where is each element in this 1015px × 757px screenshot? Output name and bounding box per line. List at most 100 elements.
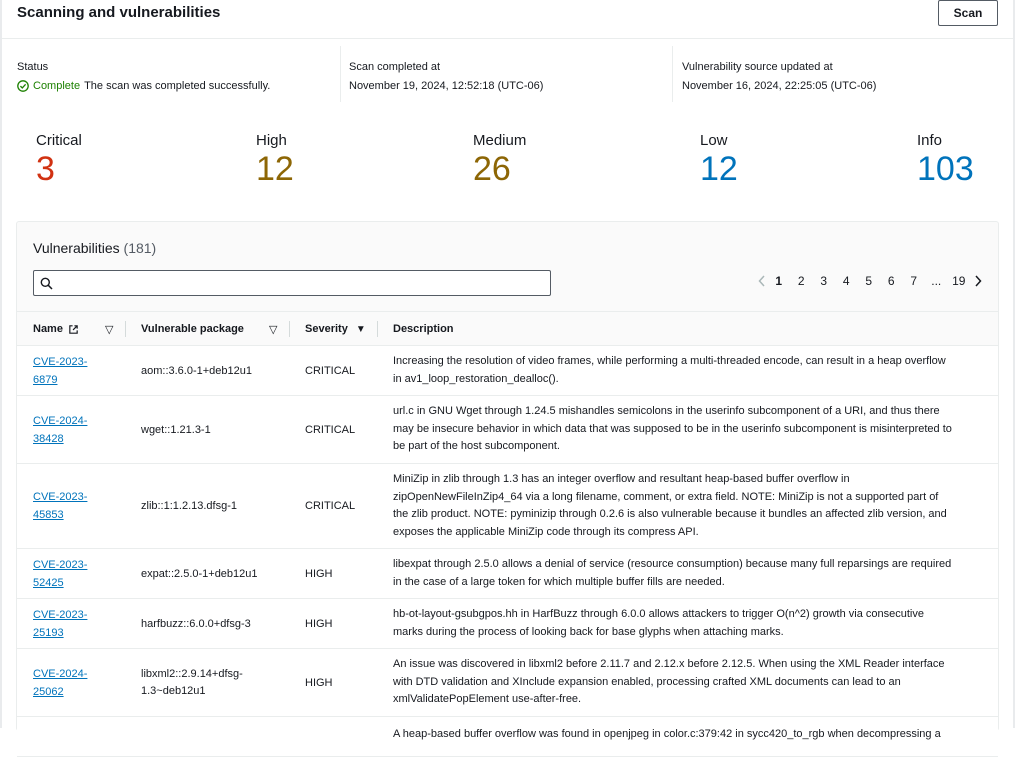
status-state: Complete [17, 80, 80, 92]
chevron-right-icon[interactable] [972, 274, 984, 288]
table-row: CVE-2023- 45853 zlib::1:1.2.13.dfsg-1 CRI… [17, 464, 998, 549]
severity-label: Info [917, 132, 943, 149]
column-description: Description [393, 312, 454, 346]
vulnerabilities-panel: Vulnerabilities (181) 1 2 3 4 5 6 7 ... … [16, 221, 999, 757]
severity-info: Info 103 [917, 132, 974, 187]
source-updated-value: November 16, 2024, 22:25:05 (UTC-06) [682, 80, 877, 92]
column-divider [289, 321, 290, 337]
cve-link[interactable]: CVE-2023- 45853 [33, 491, 88, 521]
table-row: CVE-2024- 25062 libxml2::2.9.14+dfsg- 1.3~… [17, 649, 998, 717]
sort-caret-icon[interactable]: ▽ [105, 323, 114, 336]
source-updated-field: Vulnerability source updated at November… [682, 61, 876, 92]
header-divider [2, 38, 1013, 39]
package-cell: wget::1.21.3-1 [141, 423, 211, 436]
cve-cell: CVE-2023- 45853 [33, 464, 123, 548]
severity-label: Low [700, 132, 728, 149]
search-icon [40, 277, 53, 290]
status-state-text: Complete [33, 80, 81, 92]
frame-border-left [0, 0, 2, 728]
description-cell: An issue was discovered in libxml2 befor… [393, 658, 945, 706]
page-5[interactable]: 5 [865, 274, 873, 288]
table-row: CVE-2024- 38428 wget::1.21.3-1 CRITICAL u… [17, 396, 998, 464]
severity-cell: HIGH [305, 567, 333, 580]
description-cell: libexpat through 2.5.0 allows a denial o… [393, 558, 952, 588]
page-ellipsis: ... [931, 274, 942, 288]
cve-cell: CVE-2023- 6879 [33, 346, 123, 395]
cve-link[interactable]: CVE-2023- 6879 [33, 355, 88, 386]
search-input[interactable] [33, 270, 551, 296]
severity-cell: CRITICAL [305, 423, 356, 436]
kv-divider [340, 46, 341, 102]
table-row: A heap-based buffer overflow was found i… [17, 717, 998, 757]
package-cell: libxml2::2.9.14+dfsg- 1.3~deb12u1 [141, 667, 243, 697]
page-3[interactable]: 3 [820, 274, 828, 288]
severity-high: High 12 [256, 132, 294, 187]
severity-cell: CRITICAL [305, 500, 356, 512]
severity-label: Critical [36, 132, 82, 149]
page-4[interactable]: 4 [842, 274, 850, 288]
vulnerabilities-title: Vulnerabilities (181) [33, 240, 156, 256]
cve-link[interactable]: CVE-2023- 52425 [33, 558, 88, 589]
severity-cell: HIGH [305, 676, 333, 689]
status-message: The scan was completed successfully. [84, 80, 271, 92]
external-link-icon [69, 324, 78, 334]
vulnerabilities-count: (181) [123, 240, 157, 256]
description-cell: MiniZip in zlib through 1.3 has an integ… [393, 473, 947, 538]
description-cell: Increasing the resolution of video frame… [393, 355, 946, 385]
column-name-label: Name [33, 323, 63, 335]
severity-low: Low 12 [700, 132, 738, 187]
page-19[interactable]: 19 [952, 274, 966, 288]
sort-descending-icon: ▼ [355, 323, 366, 335]
cve-link[interactable]: CVE-2024- 38428 [33, 414, 88, 445]
vulnerabilities-table: Name ▽ Vulnerable package ▽ Severity ▼ D… [17, 311, 998, 757]
column-description-label: Description [393, 323, 454, 335]
vulnerabilities-title-text: Vulnerabilities [33, 240, 120, 256]
page-1[interactable]: 1 [775, 274, 783, 288]
table-header: Name ▽ Vulnerable package ▽ Severity ▼ D… [17, 311, 998, 346]
severity-label: High [256, 132, 287, 149]
page-6[interactable]: 6 [887, 274, 895, 288]
scan-completed-label: Scan completed at [349, 61, 441, 73]
check-circle-icon [17, 80, 29, 92]
column-divider [125, 321, 126, 337]
page-2[interactable]: 2 [797, 274, 805, 288]
package-cell: aom::3.6.0-1+deb12u1 [141, 364, 253, 377]
status-label: Status [17, 61, 49, 73]
column-divider [377, 321, 378, 337]
severity-cell: CRITICAL [305, 364, 356, 377]
package-cell: harfbuzz::6.0.0+dfsg-3 [141, 617, 251, 630]
kv-divider [672, 46, 673, 102]
severity-count: 26 [473, 150, 511, 188]
severity-cell: HIGH [305, 617, 333, 630]
scan-completed-field: Scan completed at November 19, 2024, 12:… [349, 61, 543, 92]
status-field: Status Complete The scan was completed s… [17, 61, 270, 92]
table-row: CVE-2023- 25193 harfbuzz::6.0.0+dfsg-3 HI… [17, 599, 998, 649]
column-severity[interactable]: Severity ▼ [305, 312, 366, 346]
cve-link[interactable]: CVE-2024- 25062 [33, 667, 88, 698]
package-cell: expat::2.5.0-1+deb12u1 [141, 567, 258, 580]
column-name[interactable]: Name [33, 312, 79, 346]
source-updated-label: Vulnerability source updated at [682, 61, 833, 73]
section-title: Scanning and vulnerabilities [17, 4, 221, 21]
description-cell: A heap-based buffer overflow was found i… [393, 728, 941, 740]
cve-link[interactable]: CVE-2023- 25193 [33, 608, 88, 639]
column-package-label: Vulnerable package [141, 323, 244, 335]
severity-critical: Critical 3 [36, 132, 82, 187]
page-7[interactable]: 7 [910, 274, 918, 288]
scan-button[interactable]: Scan [938, 0, 998, 26]
severity-count: 12 [700, 150, 738, 188]
cve-cell: CVE-2024- 38428 [33, 396, 123, 463]
frame-border-right [1013, 0, 1015, 728]
table-row: CVE-2023- 52425 expat::2.5.0-1+deb12u1 HI… [17, 549, 998, 599]
scan-completed-value: November 19, 2024, 12:52:18 (UTC-06) [349, 80, 544, 92]
severity-medium: Medium 26 [473, 132, 526, 187]
cve-cell: CVE-2024- 25062 [33, 649, 123, 716]
cve-cell: CVE-2023- 52425 [33, 549, 123, 598]
sort-caret-icon[interactable]: ▽ [269, 323, 278, 336]
severity-count: 12 [256, 150, 294, 188]
column-package[interactable]: Vulnerable package [141, 312, 244, 346]
severity-count: 103 [917, 150, 974, 188]
cve-cell: CVE-2023- 25193 [33, 599, 123, 648]
chevron-left-icon[interactable] [756, 274, 768, 288]
column-severity-label: Severity [305, 323, 348, 335]
